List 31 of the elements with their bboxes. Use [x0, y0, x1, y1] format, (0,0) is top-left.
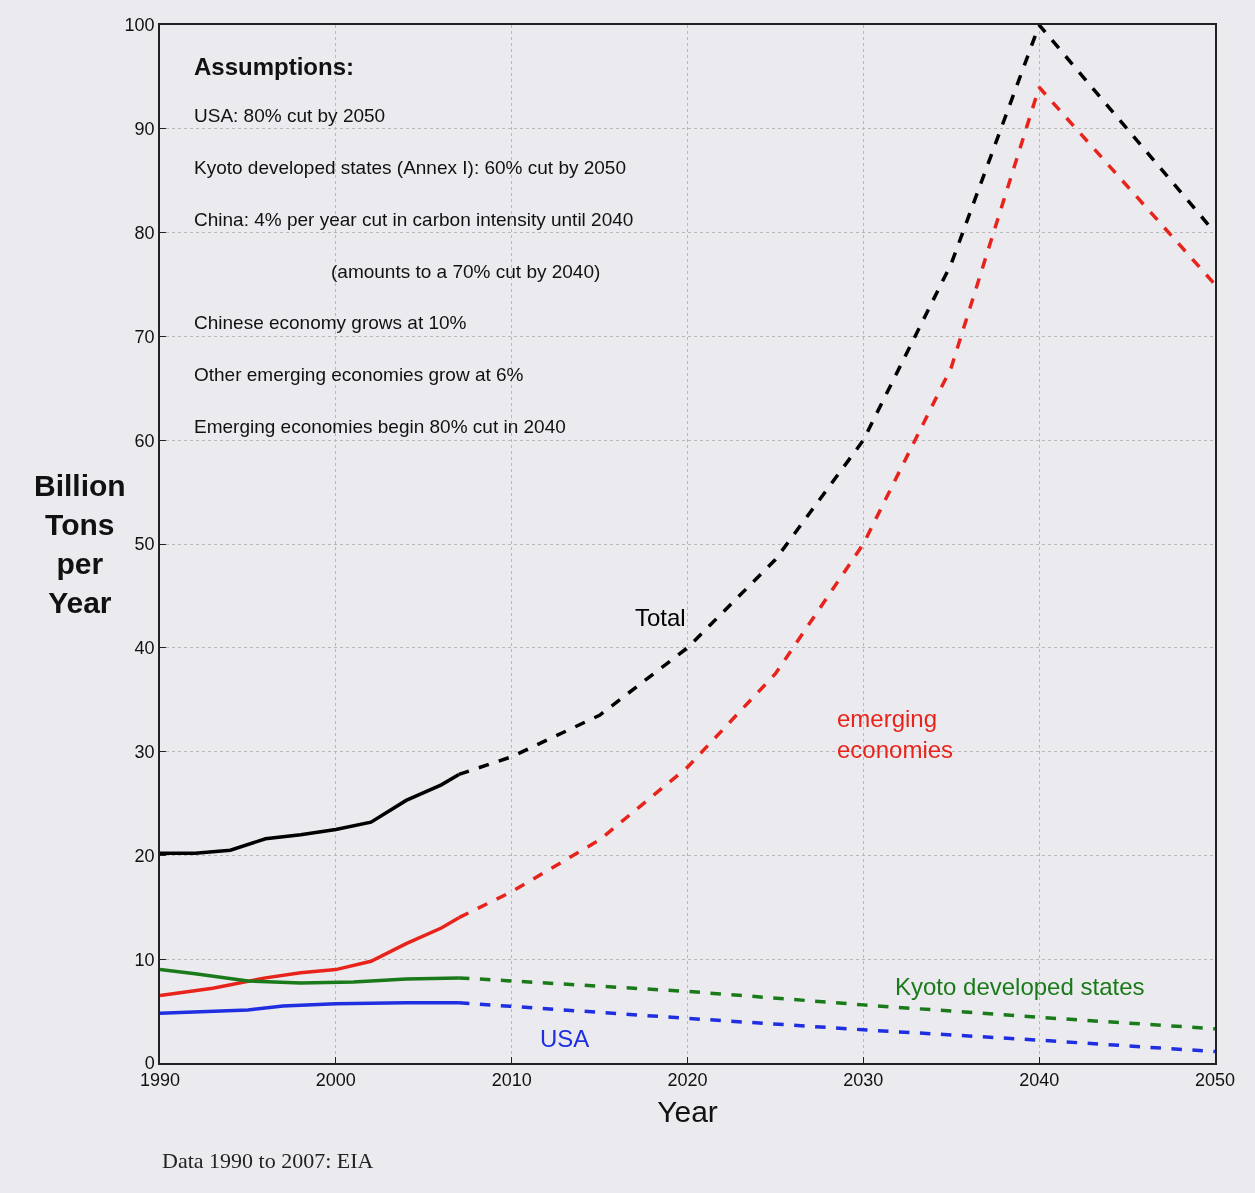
- series-label: Total: [635, 604, 686, 631]
- x-tick-label: 2020: [667, 1070, 708, 1091]
- x-tick-label: 2000: [315, 1070, 356, 1091]
- text: Data 1990 to 2007: EIA: [162, 1148, 374, 1173]
- x-tick-label: 2030: [843, 1070, 884, 1091]
- annotation: Chinese economy grows at 10%: [194, 312, 467, 333]
- annotation: Emerging economies begin 80% cut in 2040: [194, 416, 566, 437]
- annotation: Assumptions:: [194, 53, 355, 80]
- x-tick-label: 2010: [491, 1070, 532, 1091]
- annotation: Other emerging economies grow at 6%: [194, 364, 524, 385]
- y-tick-label: 70: [134, 326, 155, 347]
- annotation: Kyoto developed states (Annex I): 60% cut by 2050: [194, 157, 626, 178]
- y-axis-title: Billion Tons per Year: [34, 469, 126, 619]
- x-tick-label: 2050: [1194, 1070, 1236, 1091]
- y-tick-label: 30: [134, 741, 155, 762]
- series-label: Kyoto developed states: [895, 973, 1145, 1000]
- x-tick-label: 2040: [1019, 1070, 1060, 1091]
- y-tick-label: 50: [134, 534, 155, 555]
- text: emerging economies: [837, 705, 954, 764]
- y-tick-label: 40: [134, 638, 155, 659]
- series-label: USA: [540, 1025, 590, 1052]
- x-axis-title: Year: [657, 1095, 718, 1129]
- y-tick-label: 60: [134, 430, 155, 451]
- annotation: (amounts to a 70% cut by 2040): [331, 261, 601, 282]
- y-tick-label: 90: [134, 119, 155, 140]
- y-tick-label: 20: [134, 845, 155, 866]
- annotation: China: 4% per year cut in carbon intensity until 2040: [194, 209, 634, 230]
- y-tick-label: 80: [134, 222, 155, 243]
- annotation: USA: 80% cut by 2050: [194, 105, 386, 126]
- y-tick-label: 100: [124, 15, 155, 36]
- y-tick-label: 10: [134, 949, 155, 970]
